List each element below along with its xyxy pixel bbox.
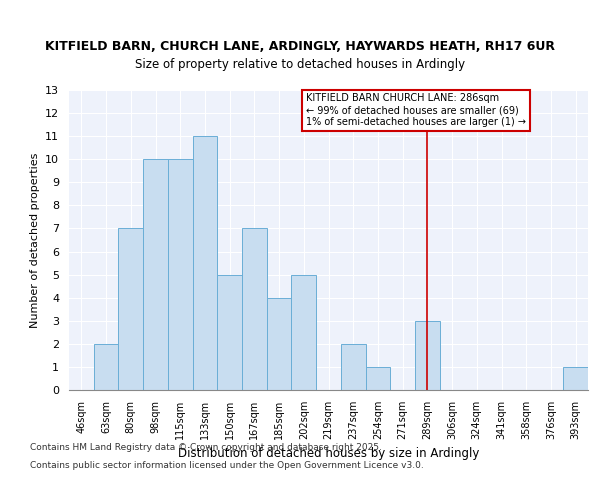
- Bar: [242, 228, 267, 390]
- Bar: [563, 367, 588, 390]
- Bar: [415, 321, 440, 390]
- Bar: [168, 159, 193, 390]
- Bar: [118, 228, 143, 390]
- Text: Size of property relative to detached houses in Ardingly: Size of property relative to detached ho…: [135, 58, 465, 71]
- Bar: [193, 136, 217, 390]
- Bar: [143, 159, 168, 390]
- Text: KITFIELD BARN CHURCH LANE: 286sqm
← 99% of detached houses are smaller (69)
1% o: KITFIELD BARN CHURCH LANE: 286sqm ← 99% …: [306, 94, 526, 126]
- Y-axis label: Number of detached properties: Number of detached properties: [29, 152, 40, 328]
- Bar: [292, 274, 316, 390]
- Bar: [365, 367, 390, 390]
- Bar: [217, 274, 242, 390]
- Text: Contains public sector information licensed under the Open Government Licence v3: Contains public sector information licen…: [30, 461, 424, 470]
- Text: Contains HM Land Registry data © Crown copyright and database right 2025.: Contains HM Land Registry data © Crown c…: [30, 444, 382, 452]
- Text: KITFIELD BARN, CHURCH LANE, ARDINGLY, HAYWARDS HEATH, RH17 6UR: KITFIELD BARN, CHURCH LANE, ARDINGLY, HA…: [45, 40, 555, 52]
- Bar: [341, 344, 365, 390]
- X-axis label: Distribution of detached houses by size in Ardingly: Distribution of detached houses by size …: [178, 448, 479, 460]
- Bar: [94, 344, 118, 390]
- Bar: [267, 298, 292, 390]
